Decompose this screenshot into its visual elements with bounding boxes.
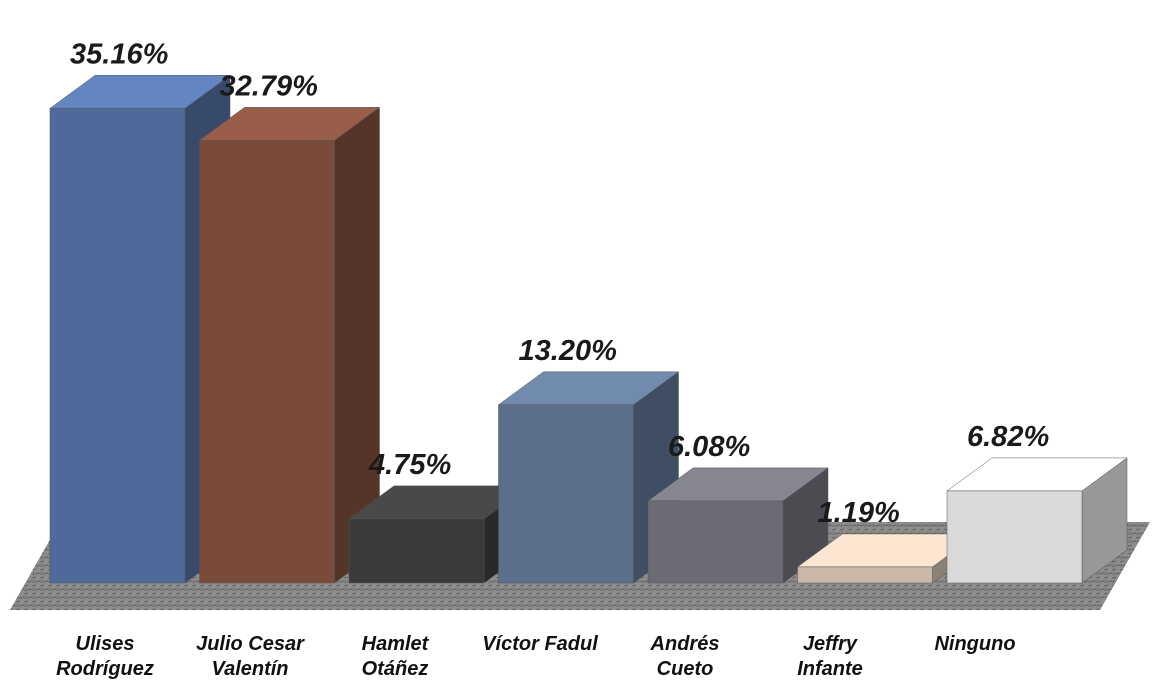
category-label: Hamlet Otáñez — [333, 632, 457, 682]
value-label: 4.75% — [368, 449, 451, 481]
value-label: 35.16% — [70, 38, 168, 70]
category-label: Andrés Cueto — [623, 632, 747, 682]
bar — [798, 567, 933, 583]
value-label: 13.20% — [519, 335, 617, 367]
bar — [947, 491, 1082, 583]
category-label: Víctor Fadul — [478, 632, 602, 657]
chart: 35.16% 32.79% 4.75% 13.20% 6.08% 1.19% 6.82% — [0, 0, 1154, 688]
category-label: Ninguno — [913, 632, 1037, 657]
value-label: 1.19% — [818, 497, 900, 529]
bar — [349, 519, 484, 583]
bar — [499, 405, 634, 583]
value-label: 6.82% — [967, 421, 1049, 453]
category-label: Jeffry Infante — [768, 632, 892, 682]
category-label: Julio Cesar Valentín — [188, 632, 312, 682]
bar — [50, 108, 185, 583]
value-label: 6.08% — [668, 431, 750, 463]
bar — [648, 501, 783, 583]
category-label: Ulises Rodríguez — [43, 632, 167, 682]
bar — [200, 140, 335, 583]
page: 35.16%32.79%4.75%13.20%6.08%1.19%6.82% (… — [0, 0, 1154, 688]
value-label: 32.79% — [220, 70, 318, 102]
